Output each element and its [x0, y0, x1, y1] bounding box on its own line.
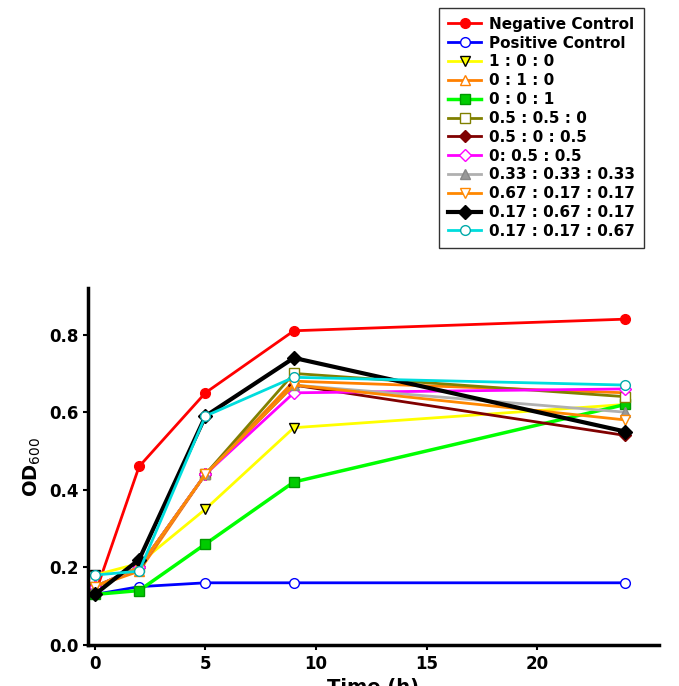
0.5 : 0 : 0.5: (5, 0.44): 0 : 0.5: (5, 0.44)	[202, 470, 210, 478]
1 : 0 : 0: (24, 0.62): 0 : 0: (24, 0.62)	[621, 401, 629, 409]
Negative Control	[621, 315, 629, 323]
Line: 0.67 : 0.17 : 0.17: 0.67 : 0.17 : 0.17	[90, 380, 630, 591]
0: 0.5 : 0.5: (24, 0.66): 0.5 : 0.5: (24, 0.66)	[621, 385, 629, 393]
0.5 : 0.5 : 0: (5, 0.44): 0.5 : 0: (5, 0.44)	[202, 470, 210, 478]
0.17 : 0.67 : 0.17: (9, 0.74): 0.67 : 0.17: (9, 0.74)	[290, 354, 298, 362]
0.5 : 0.5 : 0: (24, 0.64): 0.5 : 0: (24, 0.64)	[621, 392, 629, 401]
Positive Control	[290, 579, 298, 587]
Positive Control	[135, 582, 143, 591]
Positive Control	[621, 579, 629, 587]
0 : 0 : 1: (2, 0.14): 0 : 1: (2, 0.14)	[135, 587, 143, 595]
0 : 0 : 1: (0, 0.13): 0 : 1: (0, 0.13)	[91, 591, 99, 599]
Line: 1 : 0 : 0: 1 : 0 : 0	[90, 399, 630, 580]
Positive Control	[91, 591, 99, 599]
Line: Negative Control: Negative Control	[90, 314, 630, 600]
0.33 : 0.33 : 0.33: (9, 0.67): 0.33 : 0.33: (9, 0.67)	[290, 381, 298, 389]
0.5 : 0.5 : 0: (0, 0.15): 0.5 : 0: (0, 0.15)	[91, 582, 99, 591]
Negative Control	[135, 462, 143, 471]
X-axis label: Time (h): Time (h)	[327, 678, 420, 686]
0: 0.5 : 0.5: (5, 0.44): 0.5 : 0.5: (5, 0.44)	[202, 470, 210, 478]
0 : 1 : 0: (24, 0.65): 1 : 0: (24, 0.65)	[621, 389, 629, 397]
Line: 0.17 : 0.67 : 0.17: 0.17 : 0.67 : 0.17	[90, 353, 630, 600]
0.5 : 0 : 0.5: (2, 0.2): 0 : 0.5: (2, 0.2)	[135, 563, 143, 571]
Negative Control	[202, 389, 210, 397]
0 : 0 : 1: (5, 0.26): 0 : 1: (5, 0.26)	[202, 540, 210, 548]
0.17 : 0.17 : 0.67: (5, 0.59): 0.17 : 0.67: (5, 0.59)	[202, 412, 210, 421]
0.17 : 0.67 : 0.17: (0, 0.13): 0.67 : 0.17: (0, 0.13)	[91, 591, 99, 599]
Line: Positive Control: Positive Control	[90, 578, 630, 600]
0: 0.5 : 0.5: (2, 0.2): 0.5 : 0.5: (2, 0.2)	[135, 563, 143, 571]
0.33 : 0.33 : 0.33: (2, 0.2): 0.33 : 0.33: (2, 0.2)	[135, 563, 143, 571]
Line: 0.33 : 0.33 : 0.33: 0.33 : 0.33 : 0.33	[90, 380, 630, 591]
0 : 1 : 0: (5, 0.44): 1 : 0: (5, 0.44)	[202, 470, 210, 478]
Positive Control	[202, 579, 210, 587]
0.67 : 0.17 : 0.17: (0, 0.15): 0.17 : 0.17: (0, 0.15)	[91, 582, 99, 591]
0.5 : 0 : 0.5: (9, 0.67): 0 : 0.5: (9, 0.67)	[290, 381, 298, 389]
0 : 0 : 1: (24, 0.62): 0 : 1: (24, 0.62)	[621, 401, 629, 409]
0.17 : 0.67 : 0.17: (5, 0.59): 0.67 : 0.17: (5, 0.59)	[202, 412, 210, 421]
0.33 : 0.33 : 0.33: (24, 0.6): 0.33 : 0.33: (24, 0.6)	[621, 408, 629, 416]
Line: 0.17 : 0.17 : 0.67: 0.17 : 0.17 : 0.67	[90, 372, 630, 580]
Line: 0 : 1 : 0: 0 : 1 : 0	[90, 377, 630, 591]
0.5 : 0 : 0.5: (24, 0.54): 0 : 0.5: (24, 0.54)	[621, 431, 629, 440]
0 : 1 : 0: (0, 0.15): 1 : 0: (0, 0.15)	[91, 582, 99, 591]
0.67 : 0.17 : 0.17: (9, 0.67): 0.17 : 0.17: (9, 0.67)	[290, 381, 298, 389]
0 : 1 : 0: (2, 0.19): 1 : 0: (2, 0.19)	[135, 567, 143, 576]
Line: 0.5 : 0.5 : 0: 0.5 : 0.5 : 0	[90, 368, 630, 591]
Negative Control	[91, 591, 99, 599]
0.17 : 0.17 : 0.67: (24, 0.67): 0.17 : 0.67: (24, 0.67)	[621, 381, 629, 389]
0.5 : 0.5 : 0: (9, 0.7): 0.5 : 0: (9, 0.7)	[290, 369, 298, 377]
1 : 0 : 0: (9, 0.56): 0 : 0: (9, 0.56)	[290, 423, 298, 431]
0.17 : 0.17 : 0.67: (0, 0.18): 0.17 : 0.67: (0, 0.18)	[91, 571, 99, 579]
0: 0.5 : 0.5: (9, 0.65): 0.5 : 0.5: (9, 0.65)	[290, 389, 298, 397]
Line: 0: 0.5 : 0.5: 0: 0.5 : 0.5	[91, 385, 629, 591]
0 : 1 : 0: (9, 0.68): 1 : 0: (9, 0.68)	[290, 377, 298, 386]
0.17 : 0.17 : 0.67: (9, 0.69): 0.17 : 0.67: (9, 0.69)	[290, 373, 298, 381]
0.67 : 0.17 : 0.17: (2, 0.2): 0.17 : 0.17: (2, 0.2)	[135, 563, 143, 571]
Y-axis label: OD$_{600}$: OD$_{600}$	[22, 436, 43, 497]
Line: 0.5 : 0 : 0.5: 0.5 : 0 : 0.5	[91, 381, 629, 591]
0.17 : 0.17 : 0.67: (2, 0.19): 0.17 : 0.67: (2, 0.19)	[135, 567, 143, 576]
0.67 : 0.17 : 0.17: (5, 0.44): 0.17 : 0.17: (5, 0.44)	[202, 470, 210, 478]
Negative Control	[290, 327, 298, 335]
0.67 : 0.17 : 0.17: (24, 0.58): 0.17 : 0.17: (24, 0.58)	[621, 416, 629, 424]
0.5 : 0.5 : 0: (2, 0.2): 0.5 : 0: (2, 0.2)	[135, 563, 143, 571]
1 : 0 : 0: (2, 0.21): 0 : 0: (2, 0.21)	[135, 559, 143, 567]
0.33 : 0.33 : 0.33: (0, 0.15): 0.33 : 0.33: (0, 0.15)	[91, 582, 99, 591]
Line: 0 : 0 : 1: 0 : 0 : 1	[90, 399, 630, 600]
1 : 0 : 0: (5, 0.35): 0 : 0: (5, 0.35)	[202, 505, 210, 513]
0 : 0 : 1: (9, 0.42): 0 : 1: (9, 0.42)	[290, 478, 298, 486]
0.17 : 0.67 : 0.17: (24, 0.55): 0.67 : 0.17: (24, 0.55)	[621, 427, 629, 436]
1 : 0 : 0: (0, 0.18): 0 : 0: (0, 0.18)	[91, 571, 99, 579]
0.17 : 0.67 : 0.17: (2, 0.22): 0.67 : 0.17: (2, 0.22)	[135, 556, 143, 564]
Legend: Negative Control, Positive Control, 1 : 0 : 0, 0 : 1 : 0, 0 : 0 : 1, 0.5 : 0.5 :: Negative Control, Positive Control, 1 : …	[439, 8, 644, 248]
0.5 : 0 : 0.5: (0, 0.15): 0 : 0.5: (0, 0.15)	[91, 582, 99, 591]
0.33 : 0.33 : 0.33: (5, 0.44): 0.33 : 0.33: (5, 0.44)	[202, 470, 210, 478]
0: 0.5 : 0.5: (0, 0.15): 0.5 : 0.5: (0, 0.15)	[91, 582, 99, 591]
